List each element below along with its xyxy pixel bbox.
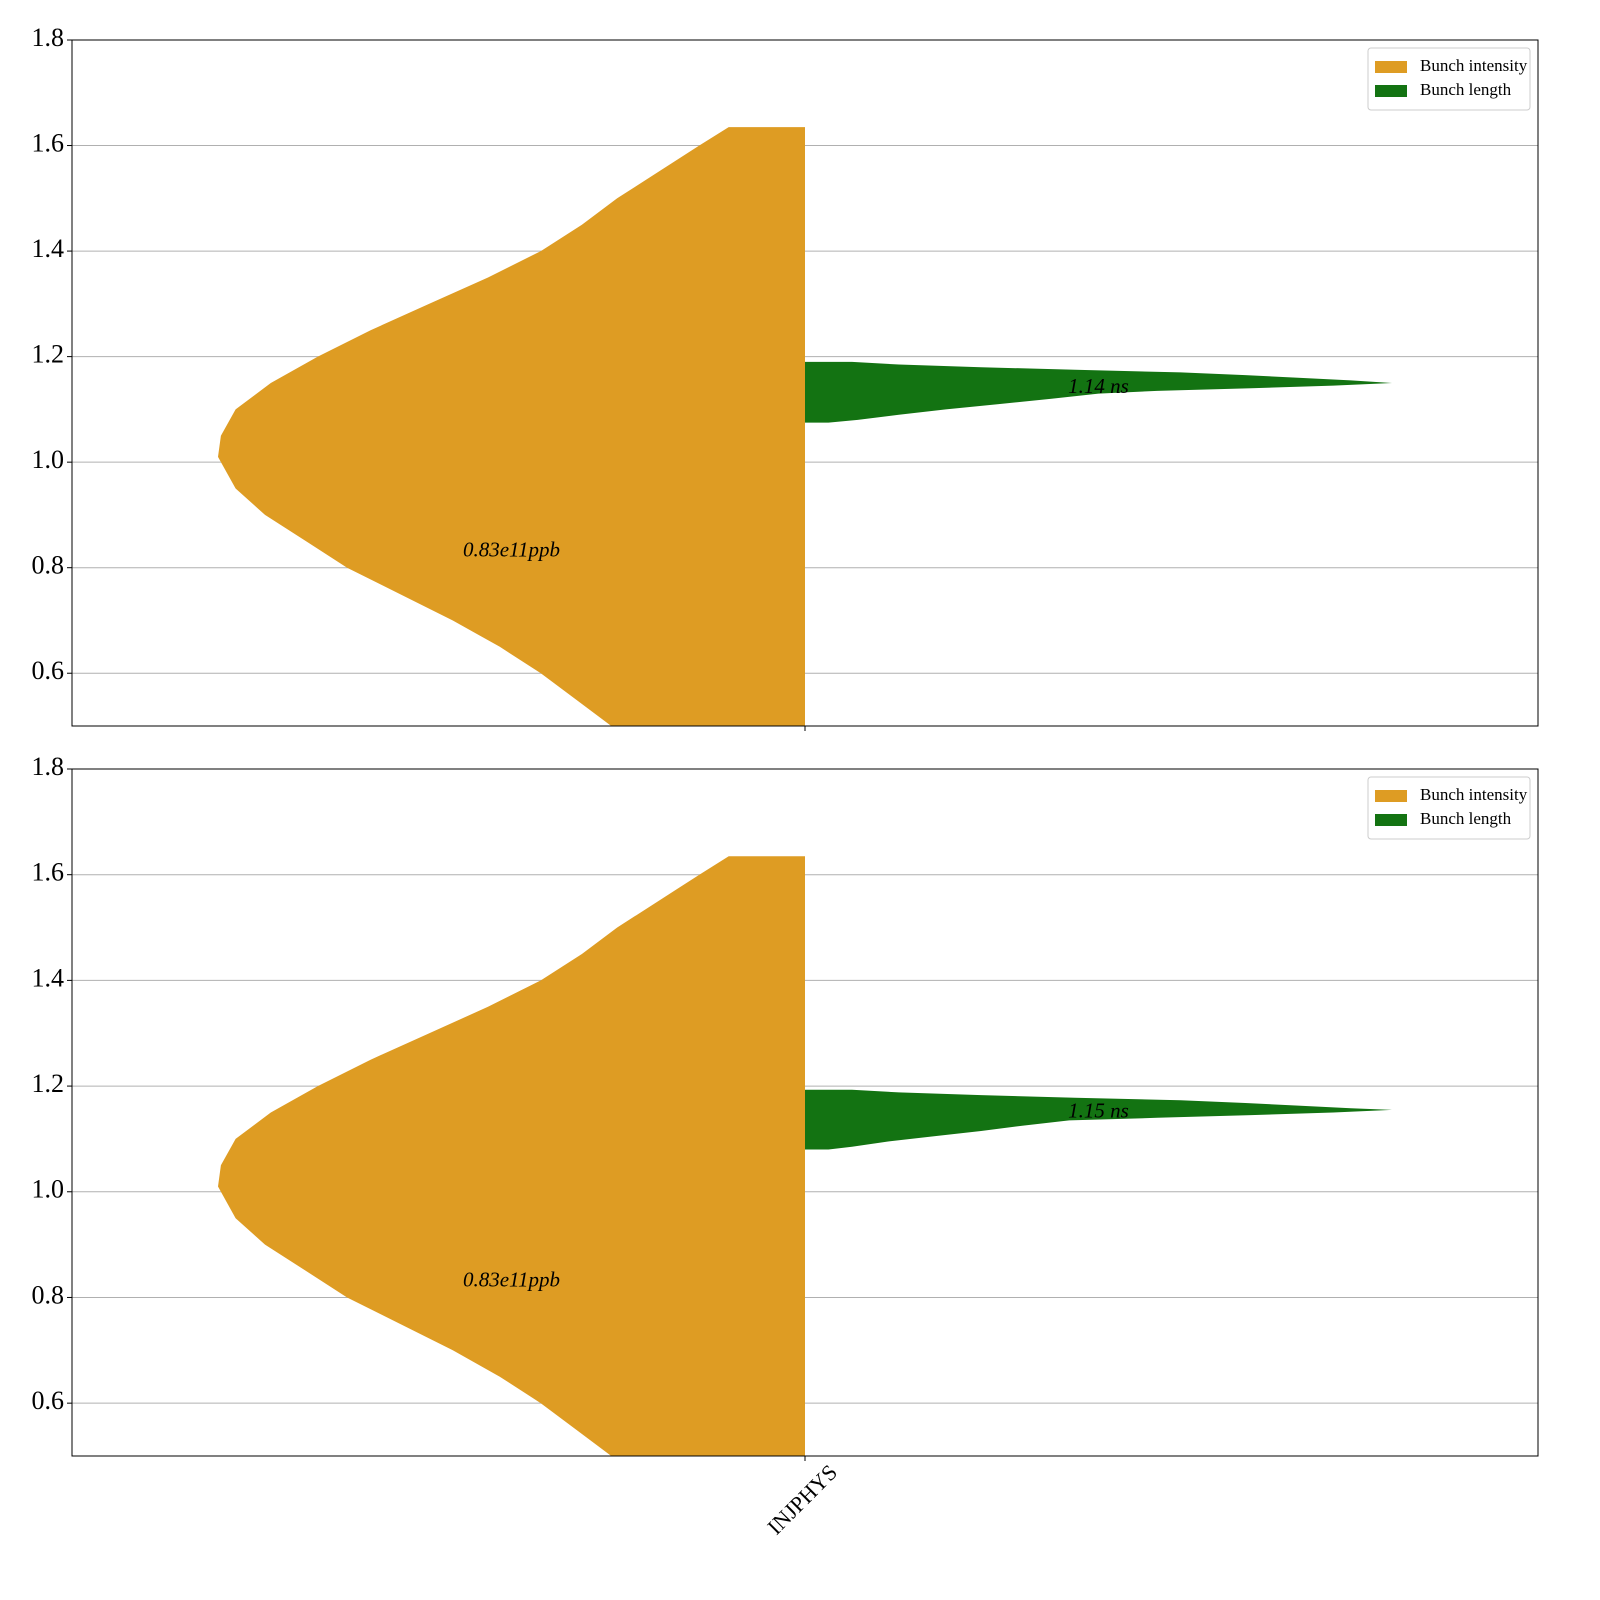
y-tick-label: 1.0 — [32, 1175, 65, 1204]
y-tick-label: 1.6 — [32, 858, 65, 887]
legend-label: Bunch intensity — [1420, 785, 1528, 804]
y-tick-label: 0.8 — [32, 551, 65, 580]
y-tick-label: 0.6 — [32, 1386, 65, 1415]
mean-label: 0.83e11ppb — [463, 538, 560, 562]
y-tick-label: 1.4 — [32, 963, 65, 992]
legend: Bunch intensity Bunch length — [1367, 776, 1531, 840]
y-tick-label: 0.6 — [32, 656, 65, 685]
legend-label: Bunch intensity — [1420, 56, 1528, 75]
legend-label: Bunch length — [1420, 80, 1512, 99]
y-tick-label: 1.2 — [32, 340, 65, 369]
legend-swatch — [1375, 814, 1407, 826]
legend-swatch — [1375, 61, 1407, 73]
legend-box — [1367, 776, 1531, 840]
mean-label: 1.14 ns — [1068, 374, 1129, 398]
legend: Bunch intensity Bunch length — [1367, 47, 1531, 111]
panel: 0.6 0.8 1.0 1.2 1.4 1.6 1.8 0.83e11ppb 1.14 ns Bu… — [32, 23, 1539, 731]
violin-half — [218, 127, 805, 727]
y-tick-label: 1.4 — [32, 234, 65, 263]
violin-half — [218, 856, 805, 1456]
y-tick-label: 1.8 — [32, 752, 65, 781]
legend-swatch — [1375, 790, 1407, 802]
mean-label: 0.83e11ppb — [463, 1267, 560, 1291]
y-tick-label: 1.6 — [32, 129, 65, 158]
panel: 0.6 0.8 1.0 1.2 1.4 1.6 1.8 0.83e11ppb 1.15 ns IN… — [32, 752, 1539, 1539]
legend-swatch — [1375, 85, 1407, 97]
legend-label: Bunch length — [1420, 809, 1512, 828]
mean-label: 1.15 ns — [1068, 1098, 1129, 1122]
y-tick-label: 0.8 — [32, 1280, 65, 1309]
y-tick-label: 1.2 — [32, 1069, 65, 1098]
legend-box — [1367, 47, 1531, 111]
y-tick-label: 1.8 — [32, 23, 65, 52]
y-tick-label: 1.0 — [32, 445, 65, 474]
violin-half — [805, 361, 1392, 423]
x-tick-label: INJPHYS — [762, 1459, 842, 1539]
violin-half — [805, 1089, 1392, 1150]
